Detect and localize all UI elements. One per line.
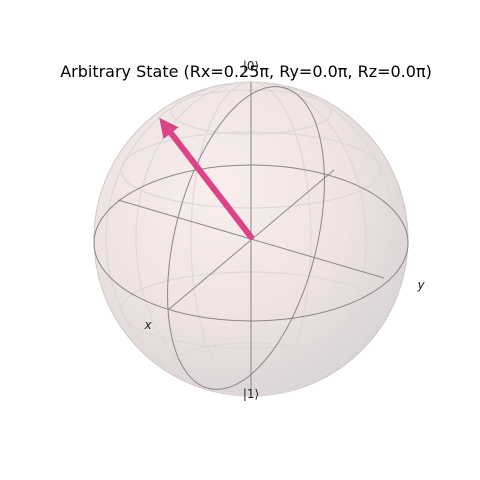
state-vector: [159, 117, 254, 240]
y-axis-label: y: [416, 278, 425, 292]
ket1-label: |1⟩: [243, 387, 259, 401]
x-axis-label: x: [143, 318, 152, 332]
meridian-tilted: [167, 86, 325, 390]
figure-title: Arbitrary State (Rx=0.25π, Ry=0.0π, Rz=0…: [60, 62, 432, 81]
ket0-label: |0⟩: [243, 59, 259, 73]
